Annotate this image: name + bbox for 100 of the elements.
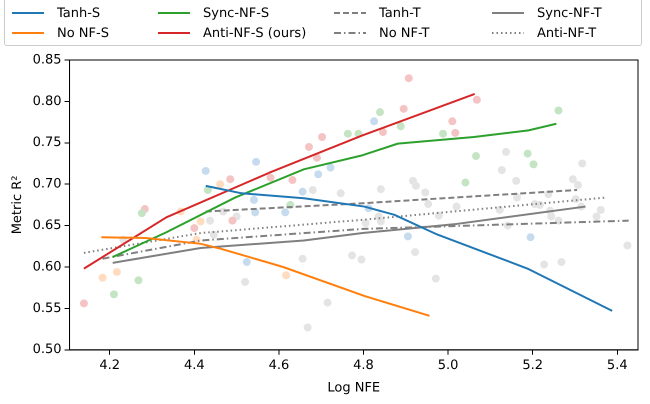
point [304,142,313,151]
point [206,216,214,225]
point [540,260,548,269]
point [324,298,332,307]
point [557,258,566,266]
point [134,276,142,284]
x-axis-title: Log NFE [327,380,380,396]
point [241,278,250,286]
y-axis-title: Metric R² [10,176,26,234]
point [298,188,307,196]
point [412,182,420,190]
point [472,96,481,104]
point [432,274,440,283]
y-tick-label: 0.70 [32,176,62,192]
point [216,180,224,188]
point [376,108,384,116]
point [530,160,538,168]
legend-label: Tanh-T [379,6,421,20]
point [250,196,258,204]
point [496,206,504,214]
point [378,128,387,136]
point [266,174,274,182]
point [439,130,448,138]
point [202,166,210,175]
legend-label: No NF-T [379,26,430,40]
x-tick-label: 5.2 [522,358,544,373]
point [228,216,236,225]
point [512,176,520,185]
point [404,232,412,240]
y-tick-label: 0.75 [32,135,62,150]
point [298,254,307,263]
point [572,195,580,204]
point [376,217,385,226]
point [288,176,296,184]
point [112,268,121,276]
point [574,181,582,190]
point [424,200,432,208]
x-tick-label: 5.4 [606,358,628,373]
legend-label: Sync-NF-T [537,6,602,20]
point [80,299,88,308]
y-tick-label: 0.60 [32,259,62,274]
point [376,185,385,194]
point [448,117,456,126]
point [513,193,522,202]
point [452,202,461,211]
point [318,133,326,142]
point [344,130,352,138]
point [242,258,251,266]
point [357,256,366,264]
point [396,122,405,130]
y-tick-label: 0.65 [32,218,62,233]
x-tick-label: 5.0 [438,358,458,373]
point [404,74,413,82]
legend-label: Anti-NF-S (ours) [203,26,306,40]
point [434,212,443,220]
point [308,186,317,194]
point [304,323,312,332]
point [526,233,535,242]
point [592,212,601,220]
point [348,251,356,260]
point [336,189,345,198]
y-tick-label: 0.55 [32,300,62,316]
point [282,271,290,280]
point [138,209,146,218]
legend-label: No NF-S [57,26,109,40]
y-tick-label: 0.80 [32,94,62,109]
point [314,170,322,178]
point [326,164,335,172]
y-tick-label: 0.85 [32,52,62,68]
point [252,158,260,166]
legend-label: Sync-NF-S [203,6,270,20]
x-tick-label: 4.4 [184,358,205,373]
point [281,208,290,216]
point [502,148,510,156]
point [554,106,562,115]
point [623,241,632,250]
point [421,188,430,196]
point [400,104,408,113]
point [196,217,205,226]
legend-label: Tanh-S [57,6,100,20]
x-tick-label: 4.2 [99,358,120,373]
point [498,166,506,174]
point [472,152,480,160]
point [451,128,460,137]
point [98,274,107,282]
legend-label: Anti-NF-T [537,26,596,40]
point [596,206,605,214]
point [190,224,198,232]
point [362,219,370,228]
y-tick-label: 0.50 [32,342,62,358]
x-tick-label: 4.8 [353,358,374,373]
point [547,212,556,220]
point [210,230,218,239]
point [524,150,532,158]
point [226,175,234,184]
point [578,160,586,168]
point [411,248,420,256]
point [461,178,470,187]
point [110,290,118,298]
point [370,117,378,126]
